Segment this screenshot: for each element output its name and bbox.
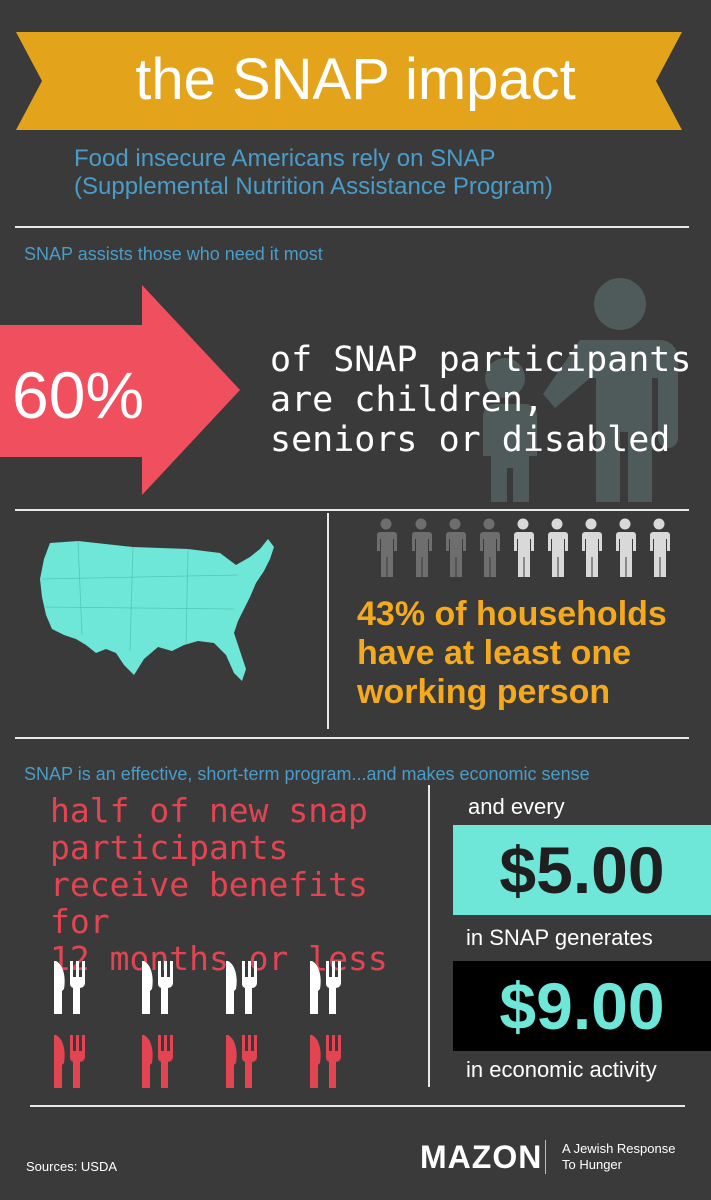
- stat-line-2: are children,: [270, 380, 544, 420]
- amount-9: $9.00: [499, 969, 665, 1043]
- sources-text: Sources: USDA: [26, 1159, 118, 1174]
- gold-line-3: working person: [357, 673, 611, 711]
- red-line-1: half of new snap: [50, 791, 368, 830]
- half-new-participants-text: half of new snap participants receive be…: [50, 792, 430, 977]
- subtitle-line-1: Food insecure Americans rely on SNAP: [74, 145, 496, 172]
- and-every-text: and every: [468, 794, 565, 819]
- generates-text: in SNAP generates: [466, 925, 653, 950]
- subtitle: Food insecure Americans rely on SNAP (Su…: [74, 145, 694, 201]
- people-row: [373, 518, 673, 578]
- tagline-line-2: To Hunger: [562, 1157, 622, 1172]
- tagline-line-1: A Jewish Response: [562, 1141, 676, 1156]
- divider: [30, 1105, 685, 1107]
- children-seniors-text: of SNAP participants are children, senio…: [270, 340, 691, 460]
- divider: [15, 226, 689, 228]
- economic-activity-text: in economic activity: [466, 1057, 657, 1082]
- red-line-2: participants: [50, 828, 289, 867]
- logo-divider: [545, 1140, 546, 1174]
- mazon-logo: MAZON: [420, 1139, 543, 1175]
- adult-child-silhouette-icon: [483, 278, 678, 502]
- section-label-assists: SNAP assists those who need it most: [24, 244, 323, 264]
- stat-line-1: of SNAP participants: [270, 340, 692, 380]
- percent-60: 60%: [12, 358, 145, 432]
- stat-line-3: seniors or disabled: [270, 420, 671, 460]
- section-label-effective: SNAP is an effective, short-term program…: [24, 764, 590, 784]
- divider: [15, 509, 689, 511]
- vertical-divider: [428, 785, 430, 1087]
- red-line-3: receive benefits for: [50, 865, 368, 941]
- subtitle-line-2: (Supplemental Nutrition Assistance Progr…: [74, 173, 553, 200]
- gold-line-2: have at least one: [357, 634, 632, 672]
- usa-map-icon: [40, 539, 274, 681]
- page-title: the SNAP impact: [135, 47, 576, 112]
- divider: [15, 737, 689, 739]
- working-households-text: 43% of households have at least one work…: [357, 595, 667, 712]
- amount-5-box: $5.00: [453, 825, 711, 915]
- vertical-divider: [327, 513, 329, 729]
- gold-line-1: 43% of households: [357, 595, 667, 633]
- red-arrow-icon: [0, 285, 240, 495]
- person-icon-row: [377, 518, 670, 577]
- mazon-tagline: A Jewish Response To Hunger: [562, 1141, 692, 1173]
- title-banner: [16, 32, 682, 130]
- knife-fork-icon-grid: [54, 961, 341, 1088]
- amount-9-box: $9.00: [453, 961, 711, 1051]
- red-line-4: 12 months or less: [50, 939, 388, 978]
- amount-5: $5.00: [499, 833, 665, 907]
